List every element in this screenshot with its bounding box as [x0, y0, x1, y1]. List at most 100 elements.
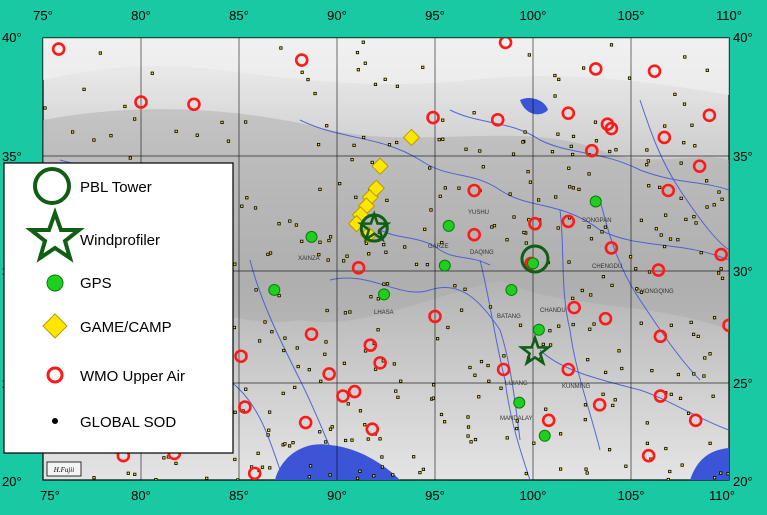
wmo-upper-air-station [365, 422, 380, 436]
global-sod-station-center [241, 205, 243, 208]
global-sod-station-center [93, 139, 95, 141]
x-tick-label: 85° [229, 488, 249, 503]
wmo-upper-air-station [426, 110, 440, 125]
global-sod-station-center [640, 291, 643, 294]
global-sod-station-center [681, 464, 683, 466]
global-sod-station-center [559, 468, 562, 470]
global-sod-station-center [482, 166, 485, 168]
gps-station [268, 283, 281, 296]
global-sod-station-center [83, 88, 85, 91]
global-sod-station-center [344, 312, 347, 314]
global-sod-station-center [568, 261, 570, 263]
wmo-upper-air-station [304, 327, 319, 341]
global-sod-station-center [267, 429, 270, 431]
y-axis-right: 40° 35° 30° 25° 20° [733, 30, 753, 489]
global-sod-station-center [586, 358, 589, 361]
wmo-upper-air-station [490, 112, 505, 127]
global-sod-station-center [647, 184, 650, 187]
global-sod-station-center [430, 209, 432, 211]
legend-item-gps: GPS [46, 274, 112, 292]
global-sod-station-center [329, 235, 332, 238]
global-sod-station-center [640, 322, 643, 325]
global-sod-station-center [393, 363, 396, 365]
global-sod-station-center [460, 309, 463, 311]
global-sod-station-center [593, 323, 595, 325]
global-sod-station-center [110, 134, 112, 137]
place-label: BATANG [497, 314, 521, 320]
pbl-tower-station [520, 244, 550, 274]
global-sod-station-center [680, 162, 682, 164]
y-tick-label: 25° [733, 376, 753, 391]
wmo-upper-air-station [714, 247, 728, 262]
global-sod-station-center [474, 438, 477, 441]
global-sod-station-center [319, 380, 322, 383]
global-sod-station-center [314, 92, 316, 95]
global-sod-station-center [470, 441, 472, 443]
global-sod-station-center [557, 133, 559, 135]
place-label: CHENGDU [592, 264, 622, 270]
global-sod-station-center [269, 252, 272, 254]
global-sod-station-center [292, 441, 294, 444]
global-sod-station-center [367, 253, 370, 255]
global-sod-station-center [440, 241, 443, 244]
global-sod-station-center [297, 365, 299, 368]
y-tick-label: 40° [733, 30, 753, 45]
global-sod-station-center [608, 150, 611, 153]
global-sod-station-center [670, 393, 673, 396]
x-tick-label: 75° [40, 488, 60, 503]
x-tick-label: 100° [520, 488, 547, 503]
global-sod-station-center [395, 141, 398, 144]
global-sod-station-center [655, 227, 658, 230]
global-sod-station-center [680, 197, 682, 200]
global-sod-station-center [635, 288, 638, 290]
global-sod-station-center [700, 251, 703, 254]
wmo-upper-air-station [651, 263, 666, 277]
global-sod-station-center [377, 328, 379, 331]
gps-stations [268, 195, 602, 442]
wmo-upper-air-station [238, 400, 252, 414]
global-sod-station-center [719, 472, 722, 474]
global-sod-station-center [663, 125, 666, 127]
wmo-upper-air-station [653, 389, 668, 403]
global-sod-station-center [394, 390, 397, 392]
gps-station [527, 257, 539, 270]
global-sod-station-center [338, 182, 341, 185]
global-sod-station-center [602, 393, 604, 396]
global-sod-station-center [309, 465, 312, 467]
global-sod-station-center [363, 423, 366, 426]
y-tick-label: 35° [733, 149, 753, 164]
global-sod-station-center [356, 477, 359, 480]
gps-station [538, 429, 551, 442]
y-tick-label: 20° [2, 474, 22, 489]
global-sod-station-center [246, 196, 248, 199]
global-sod-station-center [344, 439, 347, 442]
global-sod-station-center [713, 203, 716, 206]
x-tick-label: 90° [327, 8, 347, 23]
global-sod-station-center [454, 284, 456, 287]
wmo-upper-air-station [247, 466, 262, 480]
global-sod-station-center [554, 196, 557, 198]
global-sod-station-center [721, 198, 723, 201]
place-label: YUSHU [468, 210, 489, 216]
global-sod-station-center [282, 349, 285, 352]
wmo-upper-air-station [187, 97, 201, 112]
global-sod-station-center [317, 143, 320, 146]
x-tick-label: 110° [709, 488, 735, 503]
global-sod-station-center [611, 404, 614, 407]
x-axis-top: 75° 80° 85° 90° 95° 100° 105° 110° [33, 8, 742, 23]
global-sod-station-center [522, 141, 524, 143]
global-sod-station-center [658, 186, 661, 189]
gps-station [438, 259, 451, 272]
global-sod-station-center [602, 275, 605, 278]
global-sod-station-center [567, 167, 570, 170]
global-sod-station-center [588, 173, 590, 175]
global-sod-station-center [651, 369, 653, 372]
global-sod-station-center [236, 479, 239, 480]
global-sod-station-center [584, 418, 587, 421]
global-sod-station-center [325, 341, 327, 343]
game-camp-station [371, 157, 389, 175]
global-sod-station-center [324, 441, 327, 443]
wmo-upper-air-station [336, 389, 350, 403]
place-label: MANDALAY [500, 416, 533, 422]
wmo-upper-air-station [467, 183, 482, 198]
